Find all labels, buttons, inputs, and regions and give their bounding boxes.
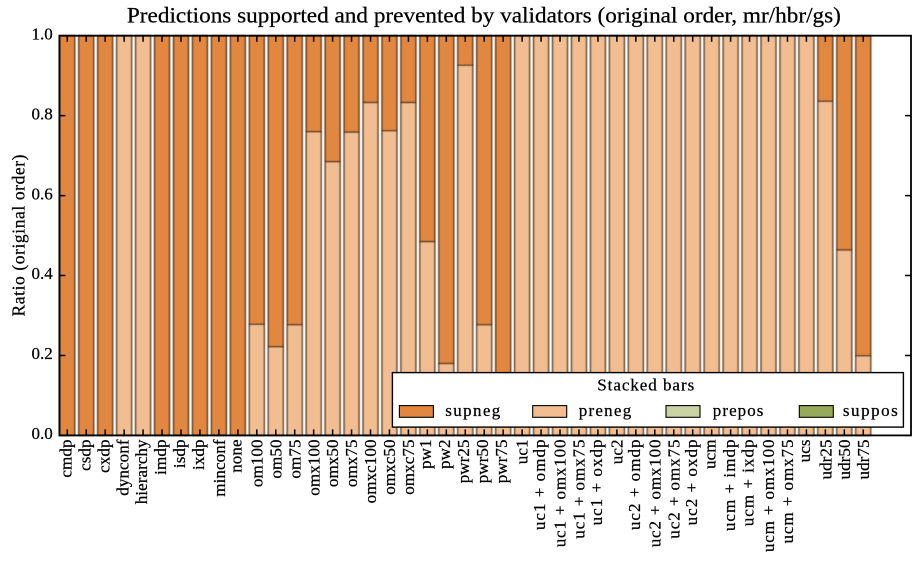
svg-text:uc2 + oxdp: uc2 + oxdp (682, 440, 701, 526)
svg-text:prepos: prepos (713, 401, 764, 420)
svg-text:ucs: ucs (795, 440, 814, 463)
svg-text:pwr75: pwr75 (492, 440, 511, 484)
svg-text:uc2: uc2 (607, 440, 626, 465)
svg-text:pw2: pw2 (435, 440, 454, 470)
svg-text:pwr25: pwr25 (454, 440, 473, 484)
svg-text:uc2 + omx100: uc2 + omx100 (645, 440, 664, 548)
svg-text:ucm + omx100: ucm + omx100 (759, 440, 778, 553)
svg-text:omxc50: omxc50 (380, 440, 399, 495)
svg-text:udr50: udr50 (835, 440, 854, 480)
svg-text:om50: om50 (266, 440, 285, 479)
svg-text:ucm: ucm (700, 440, 719, 470)
svg-text:cmdp: cmdp (56, 440, 75, 478)
svg-text:isdp: isdp (170, 440, 189, 469)
svg-text:omxc75: omxc75 (399, 440, 418, 495)
svg-text:hierarchy: hierarchy (132, 439, 151, 504)
svg-text:om100: om100 (247, 440, 266, 488)
svg-text:Stacked bars: Stacked bars (597, 376, 694, 395)
svg-text:omx75: omx75 (342, 440, 361, 488)
svg-text:0.6: 0.6 (32, 184, 53, 203)
svg-text:1.0: 1.0 (32, 24, 53, 43)
svg-text:Predictions supported and prev: Predictions supported and prevented by v… (127, 3, 841, 28)
svg-text:omx100: omx100 (304, 440, 323, 496)
svg-text:uc2 + omx75: uc2 + omx75 (664, 440, 683, 539)
svg-text:cxdp: cxdp (94, 440, 113, 473)
svg-text:ixdp: ixdp (189, 440, 208, 471)
svg-text:0.8: 0.8 (32, 104, 53, 123)
svg-text:preneg: preneg (579, 401, 632, 420)
svg-text:0.2: 0.2 (32, 344, 53, 363)
svg-text:omxc100: omxc100 (361, 440, 380, 504)
svg-text:uc1: uc1 (513, 440, 532, 465)
svg-text:minconf: minconf (210, 439, 229, 497)
svg-text:uc1 + omx100: uc1 + omx100 (551, 440, 570, 548)
svg-text:0.0: 0.0 (32, 424, 53, 443)
svg-text:udr75: udr75 (854, 440, 873, 480)
svg-text:dynconf: dynconf (113, 439, 132, 496)
svg-text:udr25: udr25 (816, 440, 835, 480)
svg-text:ucm + ixdp: ucm + ixdp (739, 440, 758, 527)
svg-text:Ratio (original order): Ratio (original order) (8, 154, 28, 316)
svg-text:none: none (227, 440, 246, 473)
svg-text:supneg: supneg (445, 401, 501, 420)
svg-text:uc2 + omdp: uc2 + omdp (625, 440, 644, 531)
svg-text:pw1: pw1 (416, 440, 435, 470)
svg-text:csdp: csdp (75, 440, 94, 471)
svg-text:uc1 + omdp: uc1 + omdp (530, 440, 549, 531)
svg-text:omx50: omx50 (323, 440, 342, 488)
svg-text:imdp: imdp (151, 440, 170, 475)
svg-text:ucm + omx75: ucm + omx75 (778, 440, 797, 544)
svg-text:uc1 + oxdp: uc1 + oxdp (587, 440, 606, 526)
svg-text:uc1 + omx75: uc1 + omx75 (570, 440, 589, 539)
svg-text:suppos: suppos (843, 401, 898, 420)
svg-text:om75: om75 (285, 440, 304, 479)
svg-text:0.4: 0.4 (32, 264, 54, 283)
svg-text:ucm + imdp: ucm + imdp (720, 440, 739, 532)
svg-text:pwr50: pwr50 (473, 440, 492, 484)
